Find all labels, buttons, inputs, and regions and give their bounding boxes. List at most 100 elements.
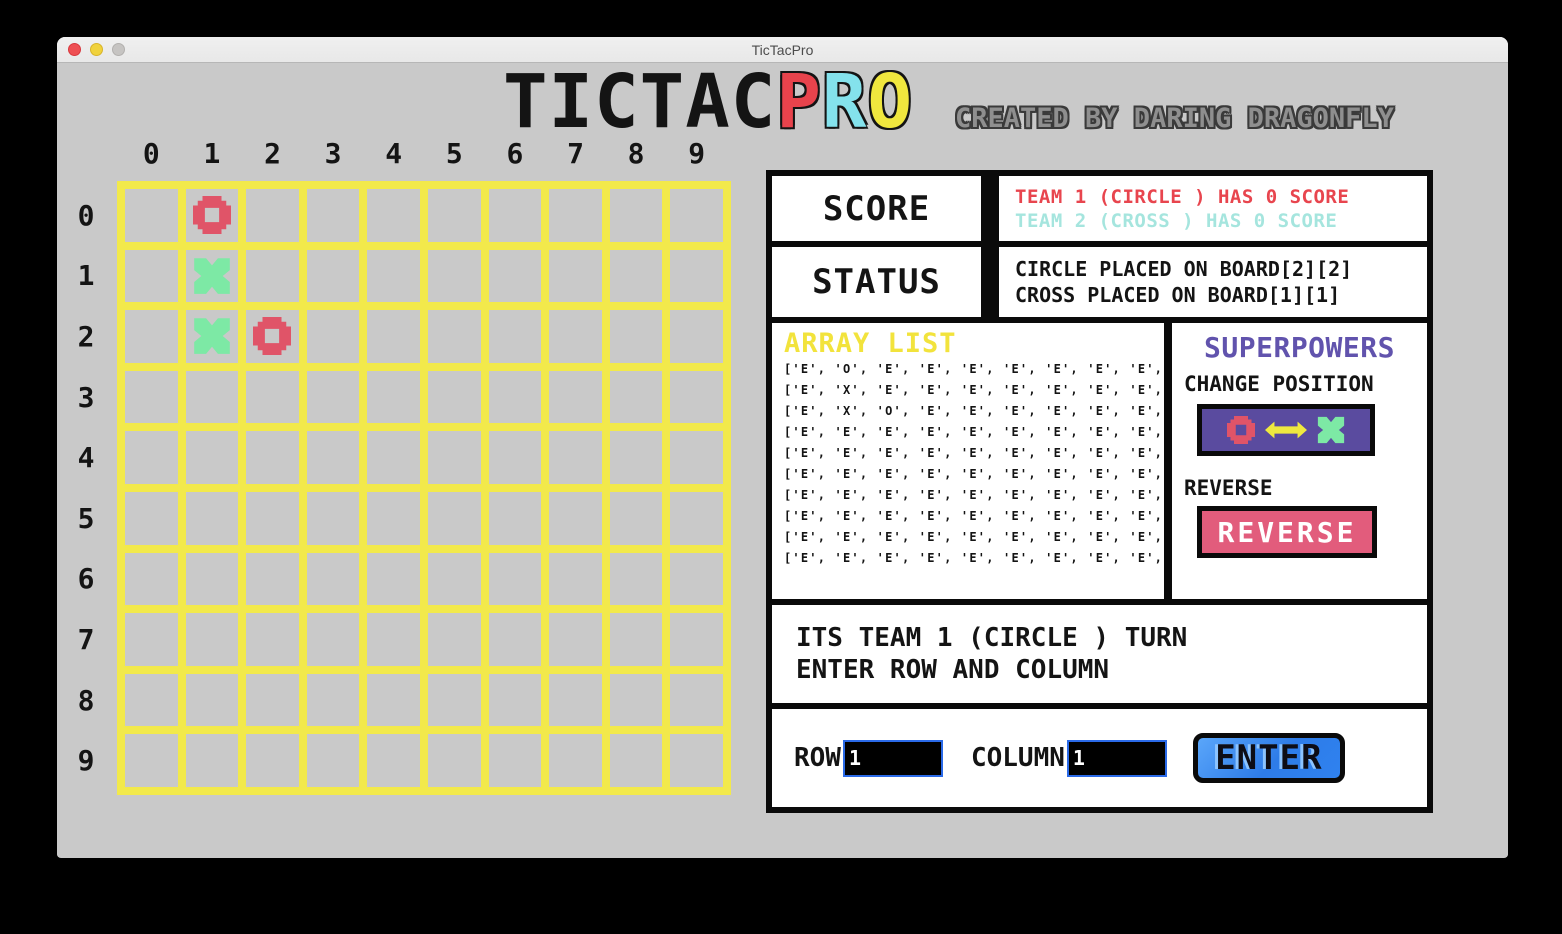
board-cell-5-9[interactable]: [670, 491, 723, 545]
board-cell-1-2[interactable]: [246, 249, 299, 303]
board-cell-2-0[interactable]: [125, 310, 178, 363]
change-position-button[interactable]: [1197, 404, 1375, 456]
board-cell-5-7[interactable]: [549, 491, 602, 545]
board-cell-2-7[interactable]: [549, 310, 602, 363]
board-cell-7-7[interactable]: [549, 613, 602, 666]
board-cell-0-2[interactable]: [246, 189, 299, 242]
enter-button[interactable]: ENTER: [1192, 733, 1345, 783]
board-cell-3-6[interactable]: [488, 370, 542, 424]
board-cell-7-6[interactable]: [488, 613, 542, 666]
board-cell-5-2[interactable]: [246, 491, 299, 545]
board-cell-9-5[interactable]: [427, 734, 481, 787]
board-cell-7-5[interactable]: [427, 613, 481, 666]
board-cell-2-2[interactable]: [246, 310, 299, 363]
board-cell-5-0[interactable]: [125, 491, 178, 545]
board-cell-4-1[interactable]: [185, 431, 239, 484]
board-cell-9-9[interactable]: [670, 734, 723, 787]
board-cell-1-5[interactable]: [427, 249, 481, 303]
board-cell-0-6[interactable]: [488, 189, 542, 242]
board-cell-3-1[interactable]: [185, 370, 239, 424]
board-cell-5-8[interactable]: [609, 491, 663, 545]
board-cell-3-9[interactable]: [670, 370, 723, 424]
board-cell-6-0[interactable]: [125, 552, 178, 606]
board-cell-6-6[interactable]: [488, 552, 542, 606]
board-cell-6-9[interactable]: [670, 552, 723, 606]
board-cell-8-7[interactable]: [549, 673, 602, 727]
board-cell-5-3[interactable]: [306, 491, 360, 545]
board-cell-6-8[interactable]: [609, 552, 663, 606]
board-cell-0-3[interactable]: [306, 189, 360, 242]
board-cell-9-4[interactable]: [367, 734, 420, 787]
board-cell-2-8[interactable]: [609, 310, 663, 363]
board-cell-7-2[interactable]: [246, 613, 299, 666]
board-cell-7-4[interactable]: [367, 613, 420, 666]
board-cell-9-0[interactable]: [125, 734, 178, 787]
board-cell-8-5[interactable]: [427, 673, 481, 727]
board-cell-8-4[interactable]: [367, 673, 420, 727]
board-cell-4-7[interactable]: [549, 431, 602, 484]
row-input[interactable]: [842, 739, 943, 777]
board-cell-4-3[interactable]: [306, 431, 360, 484]
board-cell-5-5[interactable]: [427, 491, 481, 545]
close-button[interactable]: [68, 43, 81, 56]
board-cell-3-3[interactable]: [306, 370, 360, 424]
board-cell-7-9[interactable]: [670, 613, 723, 666]
board-cell-9-3[interactable]: [306, 734, 360, 787]
board-cell-0-0[interactable]: [125, 189, 178, 242]
board-cell-6-2[interactable]: [246, 552, 299, 606]
board-cell-4-2[interactable]: [246, 431, 299, 484]
board-cell-8-0[interactable]: [125, 673, 178, 727]
board-cell-6-7[interactable]: [549, 552, 602, 606]
board-cell-2-4[interactable]: [367, 310, 420, 363]
board-cell-8-1[interactable]: [185, 673, 239, 727]
board-cell-0-4[interactable]: [367, 189, 420, 242]
board-cell-8-8[interactable]: [609, 673, 663, 727]
board-cell-1-7[interactable]: [549, 249, 602, 303]
board-cell-1-9[interactable]: [670, 249, 723, 303]
board-cell-9-6[interactable]: [488, 734, 542, 787]
board-cell-7-8[interactable]: [609, 613, 663, 666]
board-cell-1-0[interactable]: [125, 249, 178, 303]
board-cell-1-4[interactable]: [367, 249, 420, 303]
board-cell-2-3[interactable]: [306, 310, 360, 363]
board-cell-4-4[interactable]: [367, 431, 420, 484]
board-cell-4-9[interactable]: [670, 431, 723, 484]
board-cell-9-7[interactable]: [549, 734, 602, 787]
board-cell-3-8[interactable]: [609, 370, 663, 424]
board-cell-2-5[interactable]: [427, 310, 481, 363]
board-cell-2-6[interactable]: [488, 310, 542, 363]
board-cell-6-4[interactable]: [367, 552, 420, 606]
board-cell-4-5[interactable]: [427, 431, 481, 484]
column-input[interactable]: [1066, 739, 1167, 777]
board-cell-3-7[interactable]: [549, 370, 602, 424]
board-cell-1-8[interactable]: [609, 249, 663, 303]
board-cell-4-6[interactable]: [488, 431, 542, 484]
board-cell-7-1[interactable]: [185, 613, 239, 666]
board-cell-7-3[interactable]: [306, 613, 360, 666]
board-cell-3-0[interactable]: [125, 370, 178, 424]
board-cell-3-5[interactable]: [427, 370, 481, 424]
board-cell-9-2[interactable]: [246, 734, 299, 787]
board-cell-3-2[interactable]: [246, 370, 299, 424]
board-cell-6-5[interactable]: [427, 552, 481, 606]
board-cell-6-1[interactable]: [185, 552, 239, 606]
reverse-button[interactable]: REVERSE: [1197, 506, 1377, 558]
board-cell-5-6[interactable]: [488, 491, 542, 545]
board-cell-2-1[interactable]: [185, 310, 239, 363]
board-cell-9-8[interactable]: [609, 734, 663, 787]
board-cell-0-5[interactable]: [427, 189, 481, 242]
board-cell-0-9[interactable]: [670, 189, 723, 242]
board-cell-2-9[interactable]: [670, 310, 723, 363]
board-cell-3-4[interactable]: [367, 370, 420, 424]
board-cell-0-8[interactable]: [609, 189, 663, 242]
board-cell-5-1[interactable]: [185, 491, 239, 545]
board-cell-0-1[interactable]: [185, 189, 239, 242]
board-cell-7-0[interactable]: [125, 613, 178, 666]
board-cell-4-0[interactable]: [125, 431, 178, 484]
board-cell-5-4[interactable]: [367, 491, 420, 545]
board-cell-8-2[interactable]: [246, 673, 299, 727]
board-cell-6-3[interactable]: [306, 552, 360, 606]
board-cell-8-9[interactable]: [670, 673, 723, 727]
board-cell-0-7[interactable]: [549, 189, 602, 242]
board-cell-1-6[interactable]: [488, 249, 542, 303]
